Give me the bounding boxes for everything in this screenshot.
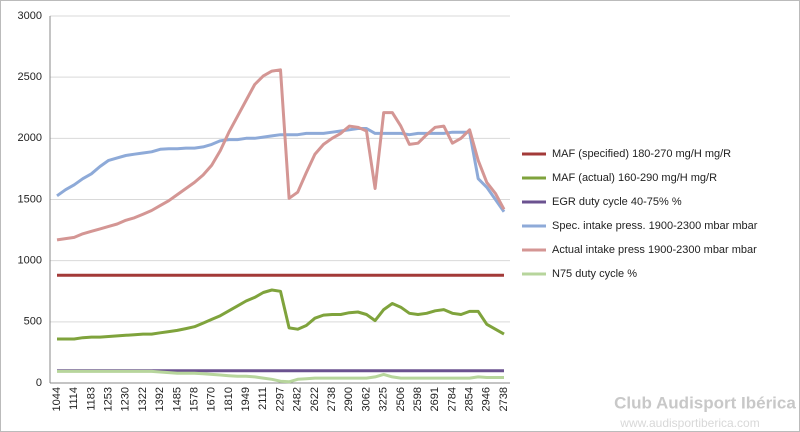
x-tick-label: 2622 [309, 387, 321, 411]
watermark-url: www.audisportiberica.com [619, 416, 759, 430]
x-tick-label: 1670 [206, 387, 218, 411]
y-tick-label: 1500 [18, 193, 42, 205]
legend-label: MAF (actual) 160-290 mg/H mg/R [552, 172, 717, 184]
x-tick-label: 1810 [223, 387, 235, 411]
x-tick-label: 1044 [51, 387, 63, 411]
series-line [57, 369, 504, 384]
x-tick-label: 2854 [464, 387, 476, 411]
legend-label: N75 duty cycle % [552, 268, 637, 280]
x-tick-label: 1578 [188, 387, 200, 411]
x-tick-label: 1253 [102, 387, 114, 411]
x-tick-label: 2482 [292, 387, 304, 411]
x-tick-label: 3225 [378, 387, 390, 411]
x-tick-label: 2111 [257, 387, 269, 410]
series-line [56, 68, 506, 242]
y-tick-label: 1000 [18, 255, 42, 267]
legend-label: Spec. intake press. 1900-2300 mbar mbar [552, 220, 758, 232]
watermark: Club Audisport Ibérica [614, 393, 796, 412]
x-tick-label: 2506 [395, 387, 407, 411]
series-line [57, 288, 505, 341]
x-tick-label: 1485 [171, 387, 183, 411]
x-tick-label: 1949 [240, 387, 252, 411]
x-tick-label: 1322 [137, 387, 149, 411]
x-tick-label: 2946 [481, 387, 493, 411]
y-tick-label: 3000 [18, 10, 42, 22]
x-tick-label: 2691 [429, 387, 441, 411]
legend-label: MAF (specified) 180-270 mg/H mg/R [552, 148, 731, 160]
x-tick-label: 2598 [412, 387, 424, 411]
y-tick-label: 2500 [18, 71, 42, 83]
y-tick-label: 500 [24, 316, 42, 328]
x-tick-label: 2784 [446, 387, 458, 411]
x-tick-label: 1230 [120, 387, 132, 411]
x-tick-label: 3062 [360, 387, 372, 411]
y-tick-label: 2000 [18, 132, 42, 144]
legend-label: Actual intake press 1900-2300 mbar mbar [552, 244, 757, 256]
x-tick-label: 2297 [274, 387, 286, 411]
x-tick-label: 1392 [154, 387, 166, 411]
x-tick-label: 2900 [343, 387, 355, 411]
x-tick-label: 2738 [326, 387, 338, 411]
legend-label: EGR duty cycle 40-75% % [552, 196, 682, 208]
x-tick-label: 1114 [68, 387, 80, 410]
x-tick-label: 2738 [498, 387, 510, 411]
x-tick-label: 1183 [85, 387, 97, 411]
y-tick-label: 0 [36, 377, 42, 389]
